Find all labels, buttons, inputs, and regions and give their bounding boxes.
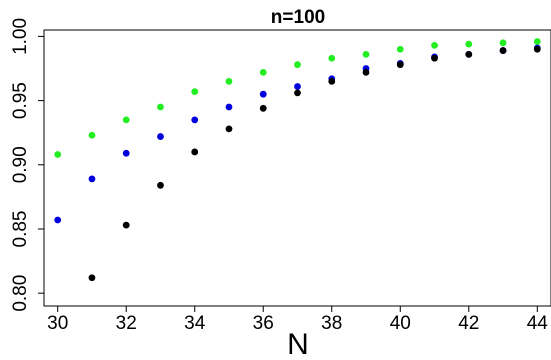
data-point-series-2	[88, 175, 96, 183]
data-point-series-1	[294, 61, 301, 69]
data-point-series-3	[362, 68, 370, 76]
y-tick-label: 0.95	[10, 82, 31, 119]
data-point-series-3	[396, 61, 404, 69]
y-tick-label: 1.00	[10, 18, 31, 55]
x-tick-label: 42	[458, 313, 479, 334]
data-point-series-3	[191, 148, 199, 156]
x-tick-label: 30	[47, 313, 68, 334]
data-point-series-1	[431, 42, 438, 49]
x-tick-label: 34	[184, 313, 206, 334]
x-axis-label: N	[287, 328, 309, 360]
x-axis: 30 32 34 36 38 40 42 44	[47, 306, 548, 334]
x-tick-label: 36	[253, 313, 274, 334]
data-point-series-1	[259, 68, 267, 76]
data-point-series-2	[157, 133, 164, 140]
data-point-series-3	[499, 47, 507, 54]
data-point-series-3	[122, 221, 130, 229]
y-tick-label: 0.85	[10, 210, 31, 247]
data-point-series-3	[294, 89, 301, 97]
data-points	[54, 38, 541, 282]
data-point-series-1	[396, 45, 404, 53]
data-point-series-1	[54, 151, 62, 158]
data-point-series-1	[122, 116, 130, 124]
data-point-series-3	[328, 77, 336, 85]
data-point-series-3	[431, 54, 438, 62]
data-point-series-2	[54, 216, 62, 224]
data-point-series-3	[88, 274, 96, 282]
data-point-series-1	[465, 40, 473, 48]
data-point-series-1	[328, 54, 336, 62]
x-tick-label: 40	[390, 313, 411, 334]
data-point-series-1	[191, 88, 199, 96]
data-point-series-1	[499, 39, 507, 47]
x-tick-label: 44	[527, 313, 549, 334]
data-point-series-2	[294, 83, 301, 90]
plot-frame	[43, 29, 551, 307]
y-tick-label: 0.90	[10, 146, 31, 183]
data-point-series-2	[225, 103, 233, 111]
y-tick-label: 0.80	[10, 275, 31, 312]
chart-title: n=100	[271, 7, 325, 28]
data-point-series-2	[191, 116, 199, 124]
data-point-series-1	[157, 103, 164, 111]
x-tick-label: 38	[321, 313, 342, 334]
data-point-series-1	[362, 50, 370, 58]
data-point-series-3	[225, 125, 233, 133]
data-point-series-2	[122, 149, 130, 157]
data-point-series-3	[259, 104, 267, 112]
y-axis: 0.80 0.85 0.90 0.95 1.00	[10, 18, 44, 312]
data-point-series-3	[465, 50, 473, 58]
data-point-series-1	[533, 38, 541, 45]
data-point-series-1	[225, 77, 233, 85]
data-point-series-2	[259, 90, 267, 98]
data-point-series-3	[533, 45, 541, 53]
x-tick-label: 32	[116, 313, 137, 334]
data-point-series-3	[157, 181, 164, 189]
data-point-series-1	[88, 131, 96, 139]
